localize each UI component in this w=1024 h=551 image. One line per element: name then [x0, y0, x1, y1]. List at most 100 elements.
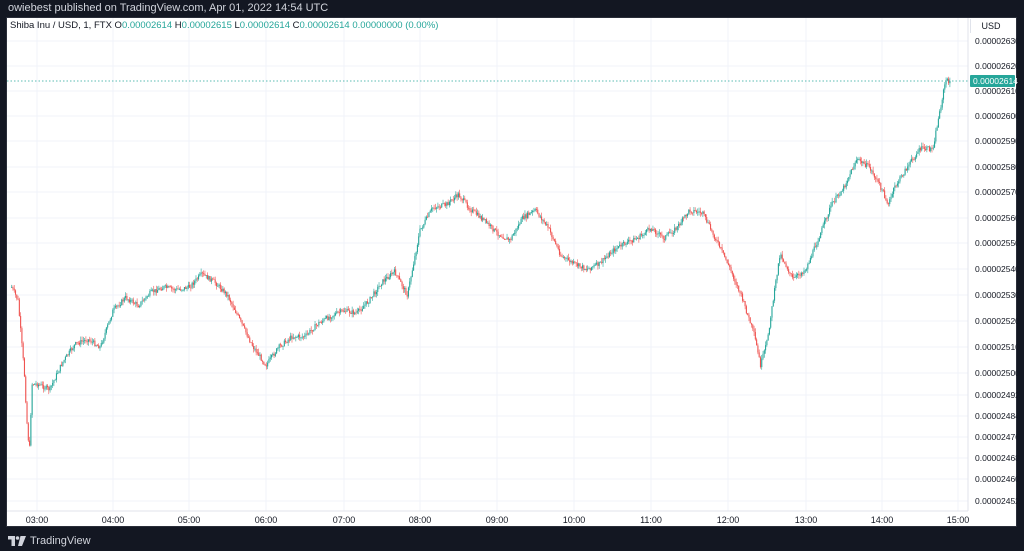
- candle-body: [136, 302, 138, 306]
- candle-body: [195, 278, 197, 281]
- candle-body: [374, 291, 376, 295]
- candle-body: [503, 238, 506, 240]
- candle-body: [325, 316, 328, 319]
- candle-body: [610, 252, 612, 254]
- candle-body: [450, 199, 452, 202]
- candle-body: [899, 176, 901, 182]
- candle-body: [608, 252, 610, 258]
- candle-body: [862, 161, 864, 164]
- candle-body: [233, 307, 235, 310]
- candle-body: [180, 289, 182, 291]
- price-tick-label: 0.00002460: [975, 474, 1020, 484]
- candle-body: [299, 334, 301, 338]
- candle-body: [210, 278, 212, 282]
- candle-body: [592, 266, 594, 268]
- candle-body: [96, 345, 98, 347]
- candle-body: [200, 272, 202, 275]
- candle-body: [141, 300, 143, 302]
- candle-body: [55, 373, 58, 380]
- candle-body: [840, 191, 842, 196]
- candle-body: [41, 384, 43, 386]
- candle-body: [916, 153, 918, 158]
- candle-body: [524, 214, 526, 220]
- candle-body: [236, 312, 238, 314]
- candle-body: [826, 217, 828, 219]
- candle-body: [182, 289, 184, 291]
- candle-body: [148, 295, 150, 297]
- candle-body: [164, 285, 166, 287]
- candle-body: [366, 301, 369, 304]
- candle-body: [800, 272, 802, 276]
- price-tick-label: 0.00002520: [975, 316, 1020, 326]
- candle-body: [414, 256, 416, 265]
- price-axis[interactable]: 0.00002630 0.00002620 0.00002610 0.00002600…: [975, 36, 1020, 506]
- candle-body: [720, 247, 722, 248]
- candle-body: [734, 278, 736, 282]
- candle-body: [511, 235, 513, 240]
- candle-body: [30, 414, 32, 446]
- candle-body: [82, 340, 84, 342]
- candle-body: [505, 239, 507, 240]
- candle-body: [411, 270, 413, 277]
- candle-body: [903, 174, 905, 176]
- candle-body: [880, 182, 882, 190]
- candle-body: [744, 301, 746, 307]
- candle-body: [270, 355, 273, 358]
- candle-body: [634, 238, 636, 240]
- candle-body: [649, 228, 651, 231]
- candle-body: [803, 270, 805, 274]
- candle-body: [766, 340, 768, 346]
- time-axis[interactable]: 03:00 04:00 05:00 06:00 07:00 08:00 09:00 10:00…: [26, 515, 970, 525]
- candle-body: [107, 324, 109, 328]
- candle-body: [263, 361, 265, 365]
- candle-body: [377, 286, 379, 292]
- candle-body: [866, 162, 868, 167]
- candle-body: [526, 212, 529, 218]
- candle-body: [406, 294, 408, 297]
- candle-body: [76, 342, 78, 343]
- candle-body: [172, 288, 174, 290]
- candle-body: [190, 287, 192, 289]
- candle-body: [917, 151, 919, 154]
- candle-body: [250, 342, 252, 343]
- candle-body: [863, 161, 865, 164]
- candle-body: [87, 339, 90, 342]
- currency-label[interactable]: USD: [970, 19, 1011, 33]
- candle-body: [430, 208, 433, 211]
- candle-body: [388, 277, 390, 280]
- candle-body: [510, 239, 512, 241]
- candle-body: [194, 280, 196, 285]
- candle-body: [681, 217, 683, 223]
- chart-frame[interactable]: [6, 17, 1017, 527]
- candle-body: [671, 232, 673, 234]
- candle-body: [811, 256, 813, 258]
- candle-body: [519, 223, 521, 225]
- candle-body: [756, 339, 758, 346]
- candle-body: [854, 162, 856, 167]
- candle-body: [386, 276, 388, 279]
- candle-body: [99, 346, 101, 349]
- candle-body: [349, 310, 351, 313]
- candle-body: [391, 273, 393, 275]
- candle-body: [154, 289, 156, 293]
- candle-body: [926, 146, 928, 150]
- candle-body: [733, 274, 735, 279]
- candle-body: [77, 342, 79, 344]
- candle-body: [940, 107, 942, 112]
- candle-body: [594, 264, 596, 266]
- tradingview-brand[interactable]: TradingView: [8, 534, 91, 548]
- candle-body: [314, 324, 316, 331]
- close-key: C: [292, 20, 300, 31]
- candle-body: [846, 180, 849, 184]
- candle-body: [405, 288, 407, 295]
- candle-body: [329, 316, 331, 319]
- candle-body: [589, 267, 591, 271]
- candle-body: [877, 179, 879, 182]
- candle-body: [331, 317, 333, 319]
- candle-body: [355, 312, 357, 314]
- candle-body: [624, 241, 626, 245]
- candle-body: [556, 244, 558, 247]
- candle-body: [793, 277, 795, 279]
- candle-body: [913, 159, 915, 161]
